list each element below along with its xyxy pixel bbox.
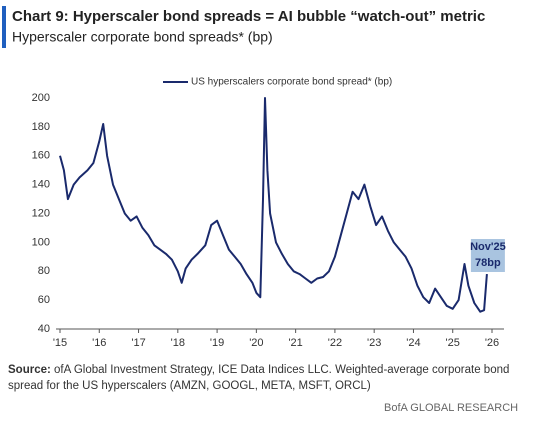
x-tick-label: '18 (171, 337, 185, 349)
x-tick-label: '25 (446, 337, 460, 349)
source-label: Source: (8, 364, 51, 376)
annotation-text: 78bp (475, 257, 501, 269)
y-tick-label: 140 (32, 179, 50, 191)
y-tick-label: 80 (38, 265, 50, 277)
x-tick-label: '23 (367, 337, 381, 349)
y-tick-label: 60 (38, 294, 50, 306)
x-tick-label: '17 (131, 337, 145, 349)
x-tick-label: '19 (210, 337, 224, 349)
annotation-text: Nov'25 (470, 241, 506, 253)
x-tick-label: '20 (249, 337, 263, 349)
y-tick-label: 120 (32, 207, 50, 219)
source-note: Source: ofA Global Investment Strategy, … (8, 362, 523, 394)
chart-title: Chart 9: Hyperscaler bond spreads = AI b… (12, 8, 485, 25)
series-line (59, 97, 488, 313)
legend-label: US hyperscalers corporate bond spread* (… (191, 77, 392, 88)
x-tick-label: '24 (406, 337, 420, 349)
source-text: ofA Global Investment Strategy, ICE Data… (8, 364, 510, 392)
x-tick-label: '26 (485, 337, 499, 349)
y-tick-label: 160 (32, 150, 50, 162)
annotation-box (470, 239, 505, 272)
chart-subtitle: Hyperscaler corporate bond spreads* (bp) (12, 29, 273, 45)
x-tick-label: '15 (53, 337, 67, 349)
x-tick-label: '16 (92, 337, 106, 349)
x-tick-label: '21 (288, 337, 302, 349)
y-tick-label: 40 (38, 323, 50, 335)
x-tick-label: '22 (328, 337, 342, 349)
y-tick-label: 200 (32, 92, 50, 104)
footer: BofA GLOBAL RESEARCH (384, 402, 518, 414)
y-tick-label: 180 (32, 121, 50, 133)
accent-bar (2, 6, 6, 48)
y-tick-label: 100 (32, 236, 50, 248)
